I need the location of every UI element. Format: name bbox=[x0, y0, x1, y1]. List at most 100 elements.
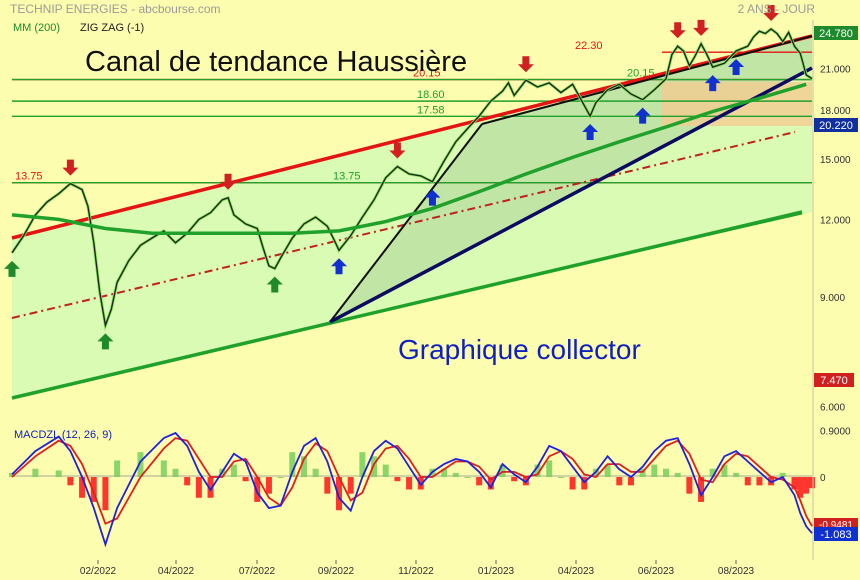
macd-hist-bar bbox=[452, 472, 459, 478]
signal-badge: -0.9481 bbox=[819, 520, 853, 531]
level-label-20.15: 20.15 bbox=[413, 68, 441, 80]
macd-y-tick-label: 0.9000 bbox=[820, 426, 851, 437]
macd-hist-bar bbox=[172, 468, 179, 478]
x-tick-label: 04/2023 bbox=[558, 566, 595, 577]
zigzag-up-arrow-14 bbox=[728, 58, 745, 75]
macd-hist-bar bbox=[230, 464, 237, 478]
level-label-17.58: 17.58 bbox=[417, 104, 445, 116]
macd-hist-bar bbox=[207, 477, 214, 498]
zigzag-down-arrow-11 bbox=[669, 22, 686, 39]
zigzag-down-arrow-8 bbox=[517, 56, 534, 73]
macd-panel-title: MACDZL (12, 26, 9) bbox=[14, 429, 112, 441]
min-price-badge: 7.470 bbox=[820, 375, 848, 387]
macd-hist-bar bbox=[733, 472, 740, 478]
x-tick-label: 06/2023 bbox=[638, 566, 675, 577]
ma-indicator-label: MM (200) bbox=[13, 22, 60, 34]
zigzag-up-arrow-2 bbox=[97, 333, 114, 350]
macd-hist-bar bbox=[289, 452, 296, 478]
macd-hist-bar bbox=[9, 472, 15, 478]
level-label-13.75: 13.75 bbox=[15, 171, 43, 183]
macd-line bbox=[11, 431, 813, 548]
max-price-badge: 24.780 bbox=[819, 28, 853, 40]
macd-hist-bar bbox=[441, 468, 448, 478]
macd-hist-bar bbox=[698, 477, 705, 502]
macd-signal-line bbox=[11, 437, 813, 527]
zigzag-down-arrow-6 bbox=[389, 142, 406, 159]
x-tick-label: 08/2023 bbox=[718, 566, 755, 577]
zigzag-up-arrow-0 bbox=[4, 260, 20, 277]
y-tick-label: 9.000 bbox=[820, 293, 845, 304]
macd-hist-bar bbox=[312, 468, 319, 478]
zigzag-up-arrow-7 bbox=[424, 189, 441, 206]
macd-hist-bar bbox=[184, 477, 191, 486]
macd-hist-bar bbox=[324, 477, 331, 494]
macd-hist-bar bbox=[32, 468, 39, 478]
level-label-13.75: 13.75 bbox=[333, 171, 361, 183]
macd-hist-bar bbox=[709, 468, 716, 478]
macd-hist-bar bbox=[114, 460, 121, 478]
zigzag-down-arrow-15 bbox=[763, 5, 780, 22]
macd-hist-bar bbox=[55, 470, 62, 478]
x-tick-label: 11/2022 bbox=[398, 566, 434, 577]
zigzag-down-arrow-1 bbox=[62, 159, 79, 176]
macd-hist-bar bbox=[651, 464, 658, 478]
macd-hist-bar bbox=[160, 460, 167, 478]
macd-hist-bar bbox=[557, 477, 564, 479]
source-title: TECHNIP ENERGIES - abcbourse.com bbox=[10, 2, 221, 16]
macd-hist-bar bbox=[265, 477, 272, 494]
macd-hist-bar bbox=[382, 464, 389, 478]
x-tick-label: 01/2023 bbox=[478, 566, 515, 577]
macd-hist-bar bbox=[803, 477, 810, 494]
macd-hist-bar bbox=[686, 477, 693, 494]
y-tick-label: 12.000 bbox=[820, 215, 851, 226]
macd-hist-bar bbox=[79, 477, 86, 498]
macd-hist-bar bbox=[639, 468, 646, 478]
wedge-resistance-line bbox=[329, 123, 483, 323]
macd-hist-bar bbox=[137, 452, 144, 478]
zigzag-up-arrow-9 bbox=[582, 124, 599, 141]
macd-hist-bar bbox=[546, 460, 553, 478]
macd-hist-bar bbox=[756, 477, 763, 486]
channel-resistance-line bbox=[11, 34, 813, 240]
ma200-line bbox=[11, 82, 807, 235]
macd-hist-bar bbox=[569, 477, 576, 490]
macd-hist-bar bbox=[779, 472, 786, 478]
macd-hist-bar bbox=[359, 452, 366, 478]
macd-hist-bar bbox=[499, 464, 506, 478]
wedge-support-line bbox=[329, 66, 813, 324]
macd-hist-bar bbox=[277, 477, 284, 479]
channel-support-line bbox=[11, 210, 803, 400]
zigzag-up-arrow-4 bbox=[266, 276, 283, 293]
macd-hist-bar bbox=[791, 477, 798, 490]
zigzag-down-arrow-3 bbox=[220, 173, 237, 190]
macd-hist-bar bbox=[195, 477, 202, 498]
zigzag-up-arrow-5 bbox=[331, 258, 348, 275]
channel-support-line-thin bbox=[329, 213, 803, 323]
macd-hist-bar bbox=[663, 468, 670, 478]
x-tick-label: 02/2022 bbox=[80, 566, 117, 577]
channel-title-annotation: Canal de tendance Haussière bbox=[85, 46, 467, 78]
macd-hist-bar bbox=[476, 477, 483, 486]
wedge-top-line bbox=[481, 35, 813, 125]
macd-hist-bar bbox=[721, 464, 728, 478]
macd-hist-bar bbox=[90, 477, 97, 502]
macd-hist-bar bbox=[102, 477, 109, 511]
zigzag-up-arrow-13 bbox=[704, 75, 721, 92]
macd-hist-bar bbox=[254, 477, 261, 502]
macd-hist-bar bbox=[242, 477, 249, 482]
level-label-18.60: 18.60 bbox=[417, 89, 445, 101]
zigzag-down-arrow-12 bbox=[693, 19, 710, 36]
macd-hist-bar bbox=[67, 477, 74, 486]
max-price-badge-bg bbox=[814, 26, 858, 40]
macd-hist-bar bbox=[347, 477, 354, 494]
macd-badge-bg bbox=[814, 527, 858, 541]
y-tick-label: 6.000 bbox=[820, 402, 845, 413]
macd-hist-bar bbox=[674, 472, 681, 478]
macd-hist-bar bbox=[487, 477, 494, 490]
x-tick-label: 04/2022 bbox=[158, 566, 195, 577]
macd-hist-bar bbox=[616, 477, 623, 486]
period-label: 2 ANS - JOUR bbox=[738, 2, 816, 16]
macd-hist-bar bbox=[534, 464, 541, 478]
